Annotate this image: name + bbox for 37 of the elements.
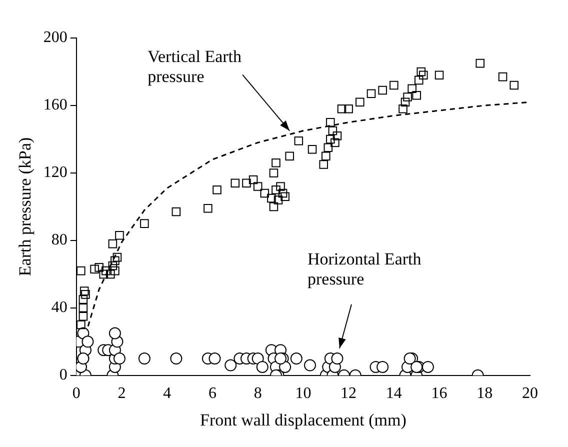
point: [82, 336, 94, 348]
x-tick-label: 18: [476, 385, 493, 402]
y-tick-label: 40: [51, 299, 68, 316]
point: [404, 352, 416, 365]
x-axis-title: Front wall displacement (mm): [200, 410, 406, 430]
x-tick-label: 10: [295, 385, 312, 402]
y-tick-label: 120: [43, 164, 68, 182]
point: [256, 360, 268, 373]
y-tick-label: 160: [43, 96, 68, 114]
annotation: Vertical Earth pressure: [148, 46, 242, 86]
x-tick-label: 0: [72, 385, 80, 402]
point: [376, 360, 389, 373]
x-tick-label: 4: [163, 385, 172, 402]
point: [224, 359, 237, 372]
point: [279, 360, 292, 373]
y-axis-title: Earth pressure (kPa): [16, 137, 35, 276]
point: [108, 327, 121, 340]
point: [170, 352, 182, 365]
x-tick-label: 8: [254, 385, 262, 402]
point: [290, 352, 302, 365]
point: [138, 352, 150, 365]
x-tick-label: 16: [431, 385, 448, 402]
x-tick-label: 6: [208, 385, 216, 402]
point: [252, 352, 264, 365]
y-tick-label: 200: [43, 29, 68, 46]
x-tick-label: 2: [118, 385, 126, 402]
point: [422, 360, 434, 373]
y-tick-label: 0: [59, 366, 68, 384]
x-tick-label: 20: [522, 385, 538, 402]
x-tick-label: 12: [340, 385, 357, 402]
annotation: Horizontal Earth pressure: [307, 249, 422, 288]
point: [113, 352, 126, 365]
point: [304, 359, 316, 372]
point: [331, 352, 344, 365]
x-tick-label: 14: [386, 385, 402, 402]
point: [208, 352, 221, 365]
y-tick-label: 80: [51, 232, 68, 249]
